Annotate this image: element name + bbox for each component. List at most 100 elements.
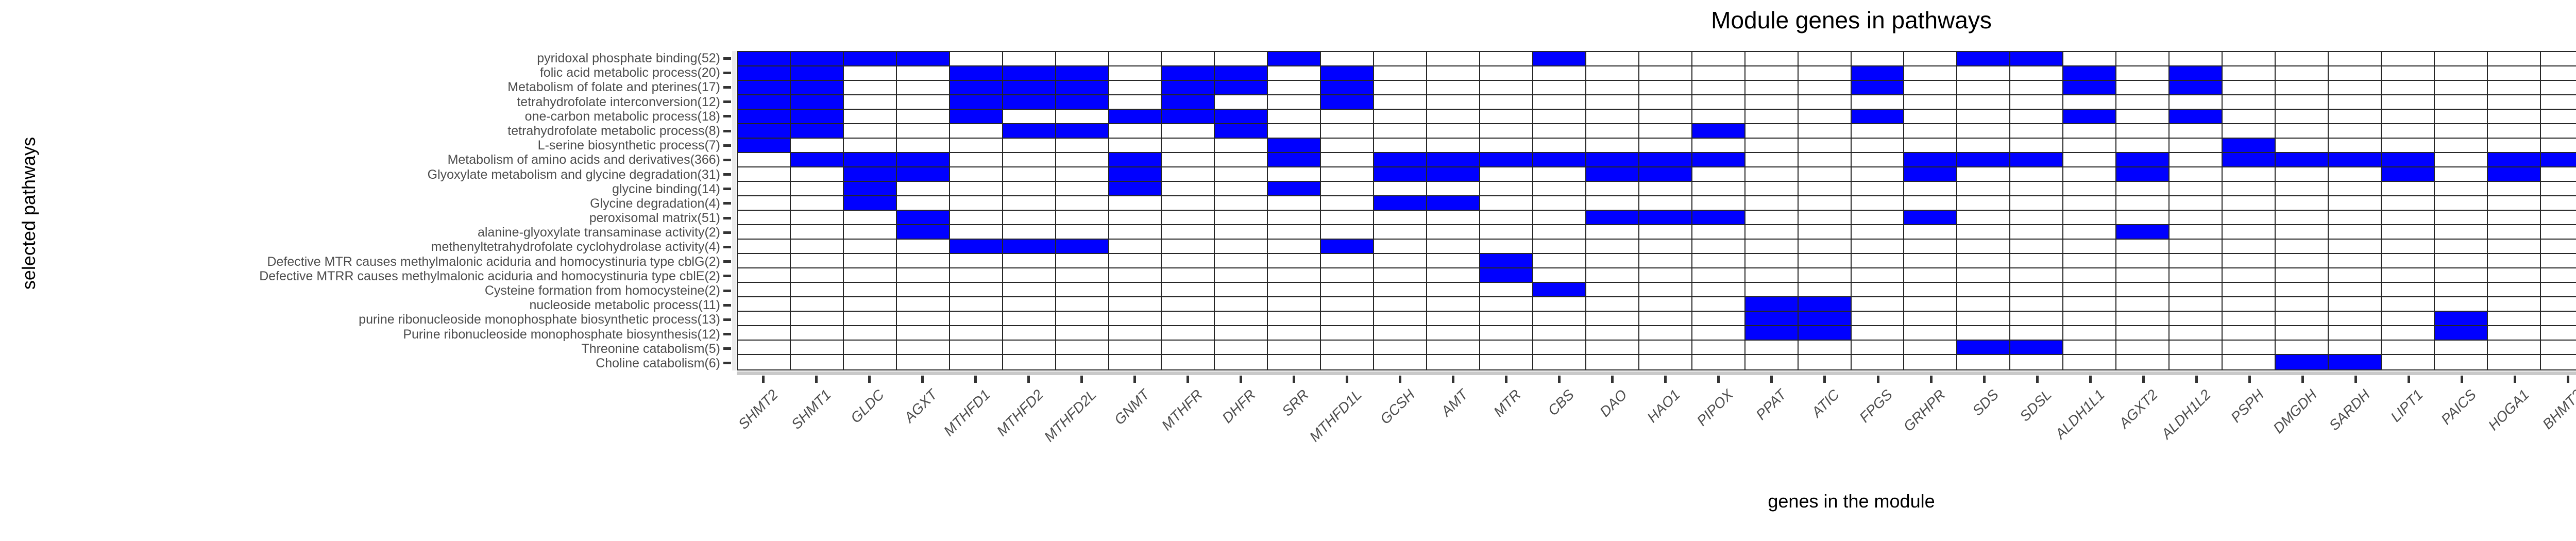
heatmap-cell (1003, 153, 1056, 167)
heatmap-cell (843, 254, 897, 268)
heatmap-cell (1851, 81, 1905, 95)
heatmap-cell (950, 139, 1003, 153)
heatmap-cell (2223, 167, 2276, 182)
heatmap-cell (2487, 196, 2541, 211)
heatmap-cell (1215, 283, 1268, 297)
heatmap-cell (1745, 355, 1799, 369)
y-axis-tick (723, 144, 731, 147)
heatmap-cell (1957, 95, 2011, 110)
heatmap-cell (1374, 341, 1428, 355)
heatmap-cell (2010, 182, 2064, 196)
heatmap-cell (2010, 254, 2064, 268)
heatmap-cell (790, 182, 844, 196)
heatmap-cell (896, 153, 950, 167)
heatmap-cell (2487, 81, 2541, 95)
heatmap-cell (2116, 341, 2170, 355)
heatmap-cell (1957, 297, 2011, 312)
heatmap-cell (950, 225, 1003, 240)
heatmap-cell (1321, 110, 1375, 124)
heatmap-cell (2328, 297, 2382, 312)
heatmap-cell (2328, 182, 2382, 196)
heatmap-cell (2275, 182, 2329, 196)
heatmap-cell (1162, 326, 1215, 341)
heatmap-cell (2116, 240, 2170, 254)
heatmap-cell (1215, 268, 1268, 283)
heatmap-cell (1639, 110, 1692, 124)
heatmap-cell (1798, 81, 1852, 95)
heatmap-cell (1851, 153, 1905, 167)
heatmap-cell (2170, 283, 2223, 297)
heatmap-cell (896, 268, 950, 283)
row-label: glycine binding(14) (612, 181, 720, 196)
heatmap-cell (896, 211, 950, 225)
heatmap-cell (2223, 312, 2276, 326)
heatmap-cell (1586, 167, 1639, 182)
heatmap-cell (1745, 52, 1799, 66)
heatmap-cell (738, 167, 791, 182)
heatmap-cell (1268, 326, 1321, 341)
heatmap-cell (2010, 240, 2064, 254)
heatmap-cell (1957, 124, 2011, 139)
heatmap-cell (738, 240, 791, 254)
heatmap-cell (1003, 240, 1056, 254)
heatmap-cell (790, 355, 844, 369)
heatmap-cell (843, 211, 897, 225)
heatmap-cell (2381, 167, 2435, 182)
y-axis-tick (723, 303, 731, 307)
heatmap-cell (843, 326, 897, 341)
heatmap-cell (950, 326, 1003, 341)
heatmap-cell (1215, 211, 1268, 225)
row-label: tetrahydrofolate metabolic process(8) (507, 124, 720, 138)
heatmap-cell (1162, 124, 1215, 139)
heatmap-cell (1321, 312, 1375, 326)
heatmap-cell (1056, 355, 1109, 369)
heatmap-cell (2540, 167, 2576, 182)
heatmap-cell (2063, 341, 2117, 355)
heatmap-cell (1480, 326, 1533, 341)
heatmap-cell (1321, 341, 1375, 355)
heatmap-cell (843, 341, 897, 355)
heatmap-cell (2381, 326, 2435, 341)
heatmap-cell (2381, 95, 2435, 110)
heatmap-cell (1109, 124, 1162, 139)
heatmap-cell (1268, 95, 1321, 110)
heatmap-cell (1586, 312, 1639, 326)
row-label: peroxisomal matrix(51) (589, 211, 720, 226)
heatmap-cell (2116, 182, 2170, 196)
x-axis-tick (1293, 376, 1296, 383)
y-axis-tick (723, 71, 731, 74)
heatmap-cell (2487, 66, 2541, 81)
heatmap-cell (2487, 312, 2541, 326)
heatmap-cell (1003, 52, 1056, 66)
heatmap-cell (1427, 139, 1480, 153)
heatmap-cell (1374, 268, 1428, 283)
heatmap-cell (1480, 312, 1533, 326)
heatmap-cell (2063, 211, 2117, 225)
heatmap-cell (2487, 355, 2541, 369)
heatmap-cell (1692, 240, 1745, 254)
heatmap-cell (1268, 268, 1321, 283)
heatmap-cell (1851, 240, 1905, 254)
heatmap-cell (1745, 254, 1799, 268)
heatmap-cell (1427, 153, 1480, 167)
heatmap-cell (2328, 355, 2382, 369)
heatmap-cell (2275, 225, 2329, 240)
heatmap-cell (1162, 225, 1215, 240)
heatmap-cell (2223, 196, 2276, 211)
x-axis-tick (815, 376, 818, 383)
row-label: Purine ribonucleoside monophosphate bios… (403, 327, 720, 342)
heatmap-cell (2170, 110, 2223, 124)
row-label: Glyoxylate metabolism and glycine degrad… (427, 167, 720, 182)
heatmap-cell (1480, 254, 1533, 268)
heatmap-cell (2381, 110, 2435, 124)
heatmap-cell (1427, 312, 1480, 326)
heatmap-cell (738, 81, 791, 95)
heatmap-cell (1003, 326, 1056, 341)
heatmap-cell (1215, 196, 1268, 211)
heatmap-cell (1215, 225, 1268, 240)
heatmap-cell (2010, 196, 2064, 211)
heatmap-cell (2434, 110, 2488, 124)
heatmap-cell (1480, 124, 1533, 139)
heatmap-cell (1533, 254, 1586, 268)
heatmap-cell (1745, 283, 1799, 297)
